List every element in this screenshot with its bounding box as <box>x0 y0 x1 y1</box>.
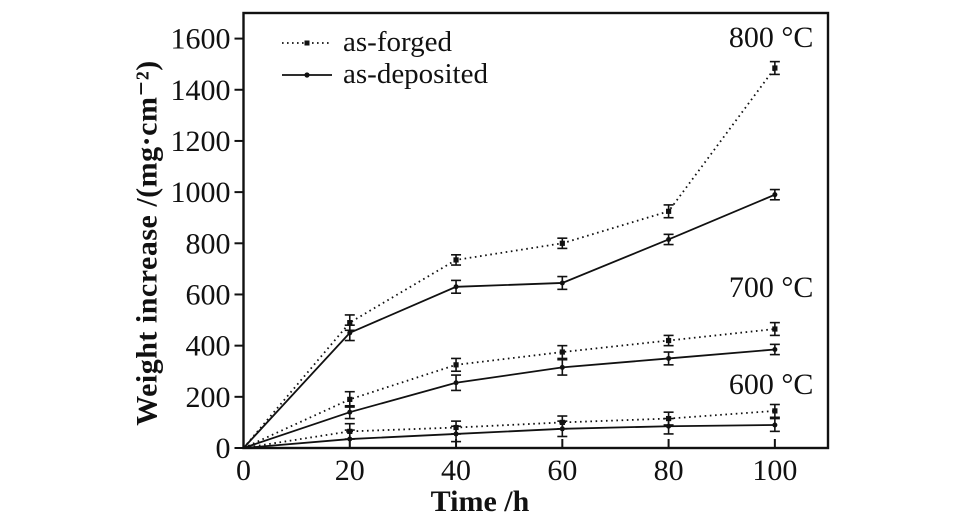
legend-label: as-forged <box>343 26 452 58</box>
data-point-marker <box>347 330 353 336</box>
data-point-marker <box>559 364 565 370</box>
y-tick-label: 0 <box>216 432 231 465</box>
temp-annotation: 800 °C <box>729 21 814 54</box>
series-700C-as-forged <box>243 321 780 449</box>
series-line <box>243 409 775 449</box>
x-tick-label: 60 <box>547 454 577 487</box>
legend: as-forged as-deposited <box>281 27 488 90</box>
data-point-marker <box>665 337 672 344</box>
x-axis-title: Time /h <box>430 485 530 518</box>
series-line <box>242 193 776 449</box>
y-tick-label: 1600 <box>171 23 231 56</box>
y-axis: 0 200 400 600 800 1000 1200 1400 1600 <box>171 23 244 465</box>
y-tick-label: 400 <box>186 330 231 363</box>
data-point-marker <box>453 431 459 437</box>
series-800C-as-deposited <box>242 188 780 449</box>
series-line <box>242 67 776 449</box>
series-600C-as-deposited <box>243 417 780 449</box>
data-point-marker <box>347 320 353 326</box>
dotted-line-swatch-icon <box>282 40 332 45</box>
x-tick-label: 40 <box>441 454 471 487</box>
series-700C-as-deposited <box>243 343 780 449</box>
data-point-marker <box>453 380 459 386</box>
data-point-marker <box>666 236 672 242</box>
y-tick-label: 1400 <box>171 74 231 107</box>
data-point-marker <box>772 65 778 71</box>
data-point-marker <box>559 240 565 246</box>
y-tick-label: 800 <box>186 227 231 260</box>
data-point-marker <box>666 423 672 429</box>
plot-frame <box>242 11 830 450</box>
data-point-marker <box>559 426 565 432</box>
temp-annotation: 700 °C <box>729 271 814 304</box>
temp-annotation: 600 °C <box>729 368 814 401</box>
x-tick-label: 20 <box>335 454 365 487</box>
series-line <box>243 348 775 449</box>
solid-line-swatch-icon <box>282 71 332 78</box>
data-point-marker <box>347 436 353 442</box>
data-point-marker <box>772 192 778 198</box>
x-tick-label: 100 <box>752 454 797 487</box>
data-point-marker <box>772 422 778 428</box>
data-point-marker <box>453 362 459 368</box>
series-line <box>243 328 775 449</box>
data-point-marker <box>772 408 778 414</box>
data-point-marker <box>453 257 459 263</box>
y-tick-label: 200 <box>186 381 231 414</box>
x-tick-label: 0 <box>236 454 251 487</box>
y-tick-label: 1200 <box>171 125 231 158</box>
y-tick-label: 1000 <box>171 176 231 209</box>
data-point-marker <box>453 284 459 290</box>
data-point-marker <box>772 326 778 332</box>
data-point-marker <box>347 396 353 402</box>
y-tick-label: 600 <box>186 278 231 311</box>
data-point-marker <box>347 409 353 415</box>
legend-label: as-deposited <box>343 58 488 90</box>
data-point-marker <box>772 346 778 352</box>
x-axis: 0 20 40 60 80 100 <box>236 439 797 487</box>
y-axis-title: Weight increase /(mg·cm⁻²) <box>130 60 164 426</box>
data-point-marker <box>666 355 672 361</box>
series-800C-as-forged <box>242 60 780 449</box>
series-line <box>243 424 775 449</box>
data-point-marker <box>665 208 672 214</box>
data-point-marker <box>559 349 565 355</box>
legend-item-as-forged: as-forged <box>281 27 488 58</box>
data-point-marker <box>559 280 565 286</box>
x-tick-label: 80 <box>654 454 684 487</box>
legend-item-as-deposited: as-deposited <box>281 59 488 90</box>
